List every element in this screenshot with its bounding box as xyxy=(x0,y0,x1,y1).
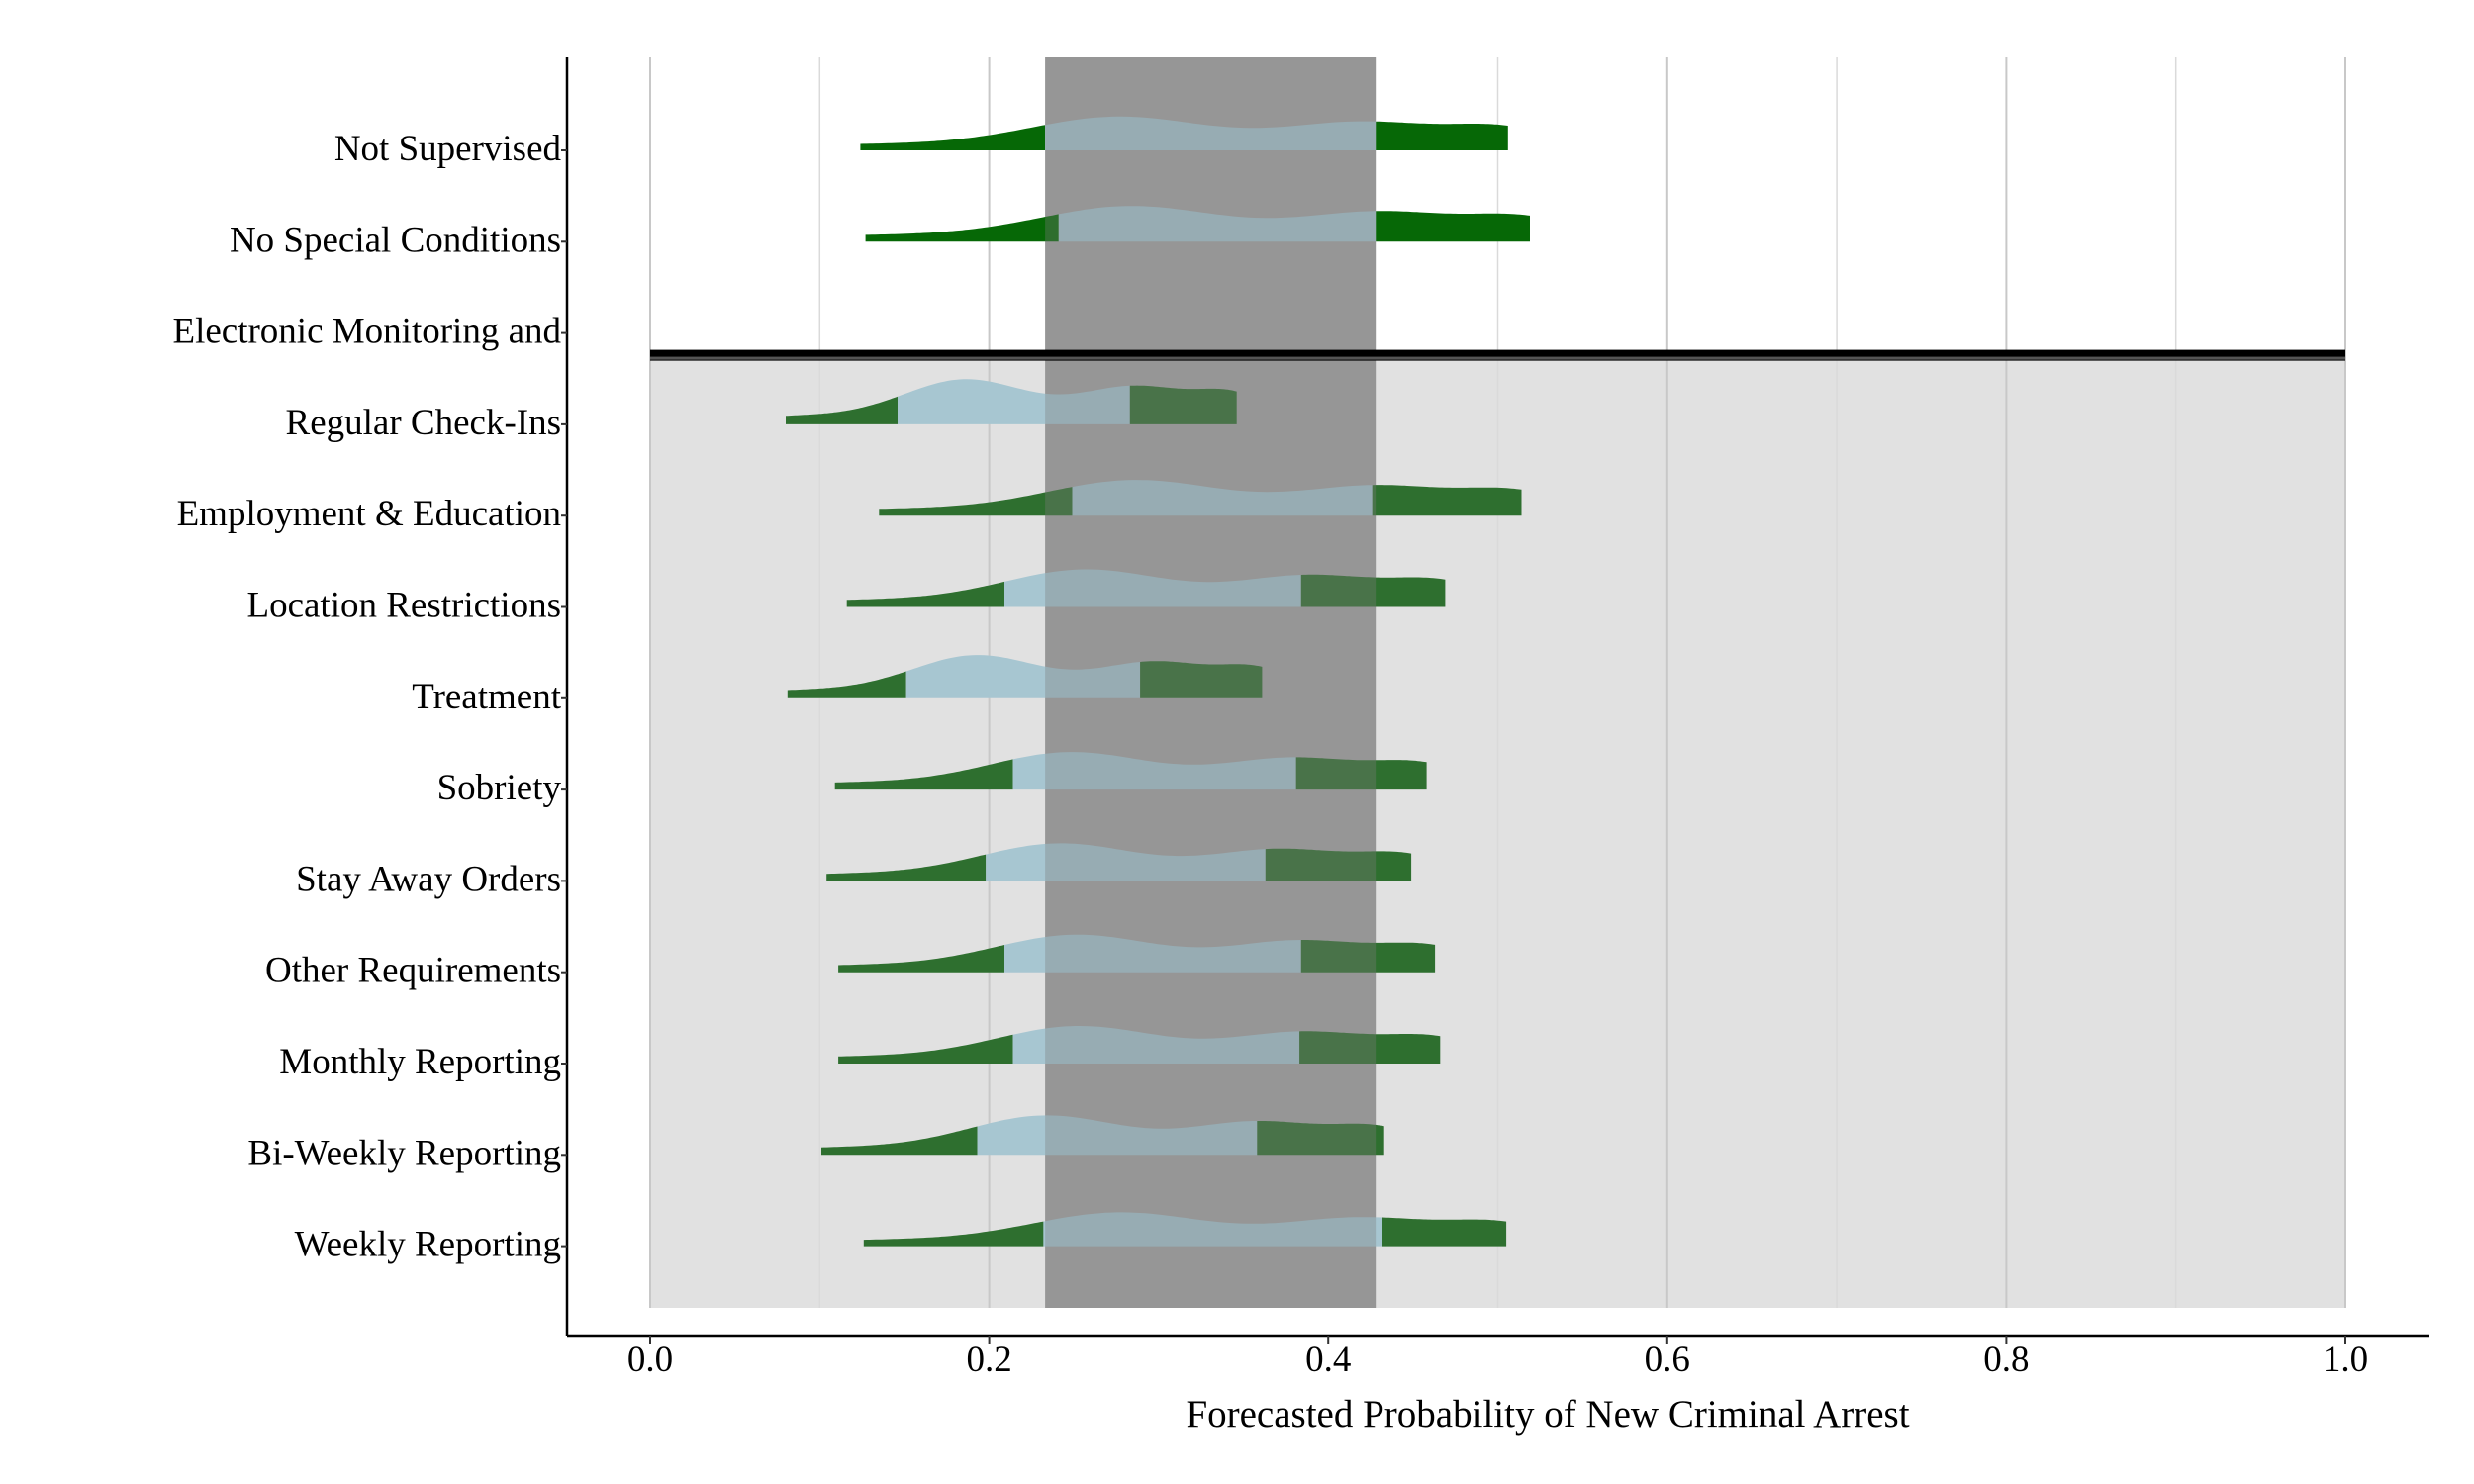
ridge-middle xyxy=(1004,569,1301,607)
category-label: No Special Conditions xyxy=(230,220,561,260)
x-tick-label: 0.6 xyxy=(1645,1340,1690,1380)
divider-line-edge xyxy=(650,356,2345,360)
category-label: Employment & Education xyxy=(177,494,561,534)
category-label: Stay Away Orders xyxy=(296,859,561,899)
ridge-not-supervised xyxy=(860,116,1508,150)
category-label: Weekly Reporting xyxy=(295,1225,561,1265)
x-tick-label: 1.0 xyxy=(2323,1340,2368,1380)
category-label: Monthly Reporting xyxy=(279,1042,561,1082)
ridge-lower-tail xyxy=(787,671,906,698)
ridge-upper-tail xyxy=(1257,1121,1384,1156)
category-label: Sobriety xyxy=(437,768,562,808)
central-band-overlay xyxy=(1045,57,1377,1308)
ridge-other-requirements xyxy=(838,934,1436,973)
ridge-lower-tail xyxy=(863,1221,1044,1247)
category-label: Electronic Monitoring and xyxy=(172,312,561,352)
ridge-middle xyxy=(1043,1212,1382,1247)
category-label: Location Restrictions xyxy=(246,586,561,626)
ridge-middle xyxy=(1072,480,1373,516)
ridge-middle xyxy=(898,379,1130,424)
ridge-monthly-reporting xyxy=(838,1026,1441,1064)
ridge-lower-tail xyxy=(846,581,1004,607)
ridge-lower-tail xyxy=(838,1034,1013,1064)
ridge-no-special-conditions xyxy=(865,206,1530,242)
ridge-middle xyxy=(1004,934,1301,973)
ridge-lower-tail xyxy=(821,1126,978,1156)
ridge-regular-check-ins xyxy=(786,379,1237,424)
category-label: Not Supervised xyxy=(334,129,562,169)
ridge-employment-education xyxy=(879,480,1522,516)
density-ridges xyxy=(786,57,1530,1308)
ridge-lower-tail xyxy=(834,759,1013,790)
ridge-upper-tail xyxy=(1300,940,1436,973)
ridge-middle xyxy=(986,843,1266,881)
ridge-upper-tail xyxy=(1376,121,1508,150)
ridge-upper-tail xyxy=(1265,848,1412,881)
x-tick-labels: 0.0 0.2 0.4 0.6 0.8 1.0 xyxy=(627,1340,2368,1380)
category-label: Other Requirements xyxy=(265,951,561,991)
ridge-middle xyxy=(1058,206,1377,242)
ridge-lower-tail xyxy=(838,945,1004,973)
ridge-lower-tail xyxy=(865,214,1059,242)
ridge-middle xyxy=(1012,1026,1300,1064)
ridge-lower-tail xyxy=(826,854,987,881)
ridge-middle xyxy=(1012,752,1296,790)
ridge-upper-tail xyxy=(1382,1217,1507,1247)
ridge-lower-tail xyxy=(786,396,899,424)
x-tick-label: 0.4 xyxy=(1305,1340,1351,1380)
category-labels: Not Supervised No Special Conditions Elect… xyxy=(172,129,561,1265)
x-tick-label: 0.2 xyxy=(966,1340,1011,1380)
category-label: Treatment xyxy=(412,677,561,717)
ridge-location-restrictions xyxy=(846,569,1446,607)
ridge-bi-weekly-reporting xyxy=(821,1115,1384,1156)
x-tick-label: 0.8 xyxy=(1983,1340,2029,1380)
ridge-upper-tail xyxy=(1300,574,1446,607)
axes xyxy=(561,57,2429,1344)
ridge-middle xyxy=(905,655,1141,698)
ridge-lower-tail xyxy=(860,125,1046,150)
category-label: Bi-Weekly Reporting xyxy=(247,1133,561,1173)
divider-line xyxy=(650,349,2345,361)
x-axis-title: Forecasted Probability of New Criminal A… xyxy=(1186,1393,1909,1436)
ridge-upper-tail xyxy=(1295,757,1427,790)
category-label: Regular Check-Ins xyxy=(286,403,561,443)
x-tick-label: 0.0 xyxy=(627,1340,673,1380)
ridge-middle xyxy=(977,1115,1258,1156)
ridge-upper-tail xyxy=(1372,485,1522,516)
ridge-lower-tail xyxy=(879,487,1073,516)
ridge-upper-tail xyxy=(1376,211,1530,242)
ridge-upper-tail xyxy=(1299,1031,1441,1064)
ridge-treatment xyxy=(787,655,1263,698)
ridge-sobriety xyxy=(834,752,1427,790)
ridge-weekly-reporting xyxy=(863,1212,1507,1247)
ridge-stay-away-orders xyxy=(826,843,1412,881)
ridge-upper-tail xyxy=(1129,385,1237,424)
ridge-upper-tail xyxy=(1140,661,1263,698)
ridge-middle xyxy=(1045,116,1377,150)
